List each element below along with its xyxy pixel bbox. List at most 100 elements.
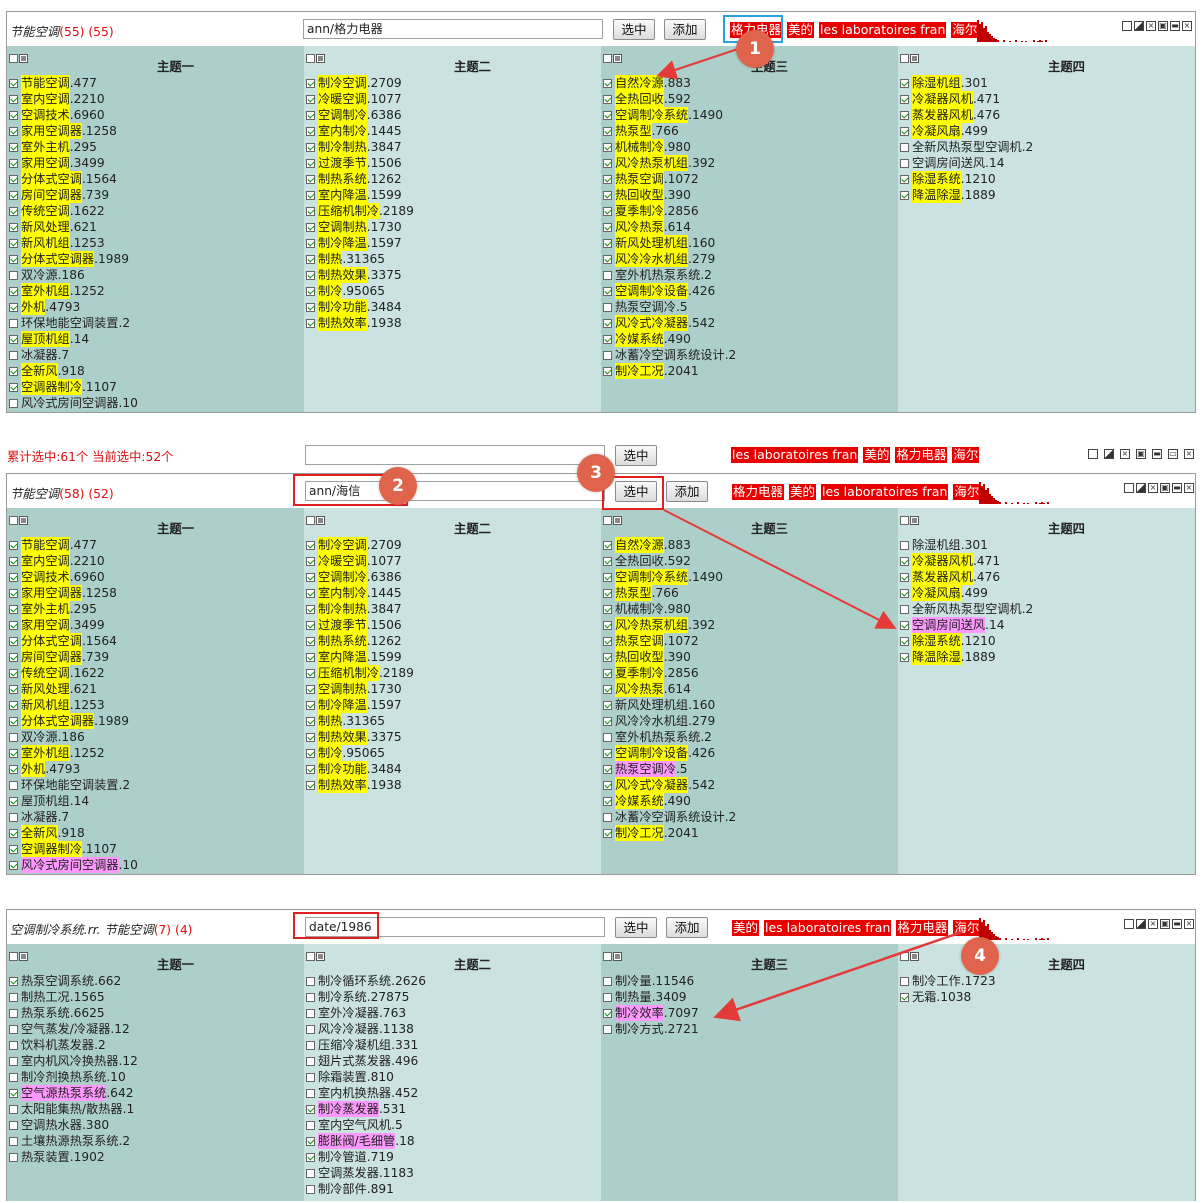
- tag[interactable]: 格力电器: [896, 920, 948, 936]
- topic-label[interactable]: 压缩机制冷: [318, 203, 379, 219]
- minimize-icon[interactable]: [1124, 483, 1134, 493]
- topic-checkbox[interactable]: [603, 717, 612, 726]
- close-icon[interactable]: ×: [1184, 483, 1194, 493]
- topic-label[interactable]: 空气蒸发/冷凝器: [21, 1021, 110, 1037]
- topic-label[interactable]: 制冷功能: [318, 299, 367, 315]
- topic-label[interactable]: 除湿系统: [912, 171, 961, 187]
- topic-label[interactable]: 翅片式蒸发器: [318, 1053, 391, 1069]
- topic-label[interactable]: 风冷冷水机组: [615, 713, 688, 729]
- tag[interactable]: les laboratoires fran: [819, 22, 946, 38]
- topic-label[interactable]: 制热效率: [318, 777, 367, 793]
- topic-checkbox[interactable]: [9, 1137, 18, 1146]
- tag[interactable]: 海尔: [952, 447, 979, 463]
- topic-checkbox[interactable]: [9, 271, 18, 280]
- topic-checkbox[interactable]: [306, 159, 315, 168]
- topic-checkbox[interactable]: [603, 781, 612, 790]
- topic-checkbox[interactable]: [306, 589, 315, 598]
- tag[interactable]: 海尔: [953, 920, 980, 936]
- topic-label[interactable]: 空调蒸发器: [318, 1165, 379, 1181]
- topic-checkbox[interactable]: [9, 589, 18, 598]
- topic-label[interactable]: 家用空调器: [21, 123, 82, 139]
- topic-label[interactable]: 热泵空调冷: [615, 761, 676, 777]
- topic-checkbox[interactable]: [9, 367, 18, 376]
- topic-checkbox[interactable]: [9, 319, 18, 328]
- topic-checkbox[interactable]: [603, 589, 612, 598]
- topic-label[interactable]: 传统空调: [21, 203, 70, 219]
- topic-checkbox[interactable]: [306, 1073, 315, 1082]
- query-input[interactable]: ann/格力电器: [303, 19, 603, 39]
- topic-checkbox[interactable]: [306, 685, 315, 694]
- topic-label[interactable]: 室外机热泵系统: [615, 267, 700, 283]
- topic-label[interactable]: 自然冷源: [615, 75, 664, 91]
- topic-checkbox[interactable]: [603, 367, 612, 376]
- topic-checkbox[interactable]: [900, 557, 909, 566]
- topic-label[interactable]: 制冷方式: [615, 1021, 664, 1037]
- topic-label[interactable]: 制冷功能: [318, 761, 367, 777]
- topic-label[interactable]: 室外主机: [21, 601, 70, 617]
- topic-label[interactable]: 除湿机组: [912, 75, 961, 91]
- topic-label[interactable]: 空调制冷设备: [615, 283, 688, 299]
- topic-checkbox[interactable]: [306, 303, 315, 312]
- topic-label[interactable]: 室内降温: [318, 187, 367, 203]
- topic-label[interactable]: 制冷制热: [318, 139, 367, 155]
- topic-checkbox[interactable]: [603, 207, 612, 216]
- topic-label[interactable]: 新风机组: [21, 235, 70, 251]
- trash-icon[interactable]: ▬: [1172, 919, 1182, 929]
- topic-checkbox[interactable]: [306, 557, 315, 566]
- topic-label[interactable]: 空调制冷系统: [615, 107, 688, 123]
- shuffle-icon[interactable]: ×: [1120, 449, 1130, 459]
- topic-checkbox[interactable]: [9, 223, 18, 232]
- topic-label[interactable]: 冰蓄冷空调系统设计: [615, 809, 725, 825]
- topic-checkbox[interactable]: [306, 1057, 315, 1066]
- topic-checkbox[interactable]: [9, 733, 18, 742]
- topic-label[interactable]: 环保地能空调装置: [21, 777, 119, 793]
- topic-checkbox[interactable]: [306, 605, 315, 614]
- topic-checkbox[interactable]: [900, 605, 909, 614]
- topic-label[interactable]: 饮料机蒸发器: [21, 1037, 94, 1053]
- topic-checkbox[interactable]: [306, 143, 315, 152]
- topic-label[interactable]: 土壤热源热泵系统: [21, 1133, 119, 1149]
- topic-label[interactable]: 节能空调: [21, 75, 70, 91]
- topic-label[interactable]: 压缩机制冷: [318, 665, 379, 681]
- topic-label[interactable]: 冷暖空调: [318, 553, 367, 569]
- tag[interactable]: 美的: [732, 920, 759, 936]
- topic-checkbox[interactable]: [306, 993, 315, 1002]
- topic-checkbox[interactable]: [603, 749, 612, 758]
- topic-label[interactable]: 制冷空调: [318, 75, 367, 91]
- topic-checkbox[interactable]: [306, 319, 315, 328]
- topic-checkbox[interactable]: [306, 637, 315, 646]
- topic-label[interactable]: 风冷式房间空调器: [21, 857, 119, 873]
- topic-checkbox[interactable]: [900, 977, 909, 986]
- topic-checkbox[interactable]: [306, 977, 315, 986]
- topic-label[interactable]: 制冷系统: [318, 989, 367, 1005]
- minimize-icon[interactable]: [1122, 21, 1132, 31]
- topic-checkbox[interactable]: [306, 1137, 315, 1146]
- tag[interactable]: 美的: [787, 22, 814, 38]
- topic-checkbox[interactable]: [603, 701, 612, 710]
- shuffle-icon[interactable]: ×: [1148, 483, 1158, 493]
- topic-label[interactable]: 空调制冷设备: [615, 745, 688, 761]
- topic-label[interactable]: 室内机换热器: [318, 1085, 391, 1101]
- topic-checkbox[interactable]: [306, 621, 315, 630]
- topic-label[interactable]: 传统空调: [21, 665, 70, 681]
- topic-label[interactable]: 分体式空调器: [21, 713, 94, 729]
- topic-label[interactable]: 室外主机: [21, 139, 70, 155]
- topic-label[interactable]: 空调器制冷: [21, 379, 82, 395]
- topic-checkbox[interactable]: [9, 159, 18, 168]
- topic-label[interactable]: 过渡季节: [318, 617, 367, 633]
- topic-checkbox[interactable]: [9, 127, 18, 136]
- topic-checkbox[interactable]: [900, 143, 909, 152]
- topic-checkbox[interactable]: [306, 717, 315, 726]
- topic-label[interactable]: 制冷工况: [615, 363, 664, 379]
- topic-label[interactable]: 制热系统: [318, 633, 367, 649]
- topic-checkbox[interactable]: [900, 95, 909, 104]
- topic-label[interactable]: 冷暖空调: [318, 91, 367, 107]
- topic-checkbox[interactable]: [603, 993, 612, 1002]
- topic-checkbox[interactable]: [306, 781, 315, 790]
- topic-label[interactable]: 风冷热泵: [615, 219, 664, 235]
- topic-label[interactable]: 冷媒系统: [615, 793, 664, 809]
- topic-label[interactable]: 全新风热泵型空调机: [912, 601, 1022, 617]
- add-button[interactable]: 添加: [666, 917, 708, 938]
- topic-checkbox[interactable]: [603, 111, 612, 120]
- tag[interactable]: 海尔: [951, 22, 978, 38]
